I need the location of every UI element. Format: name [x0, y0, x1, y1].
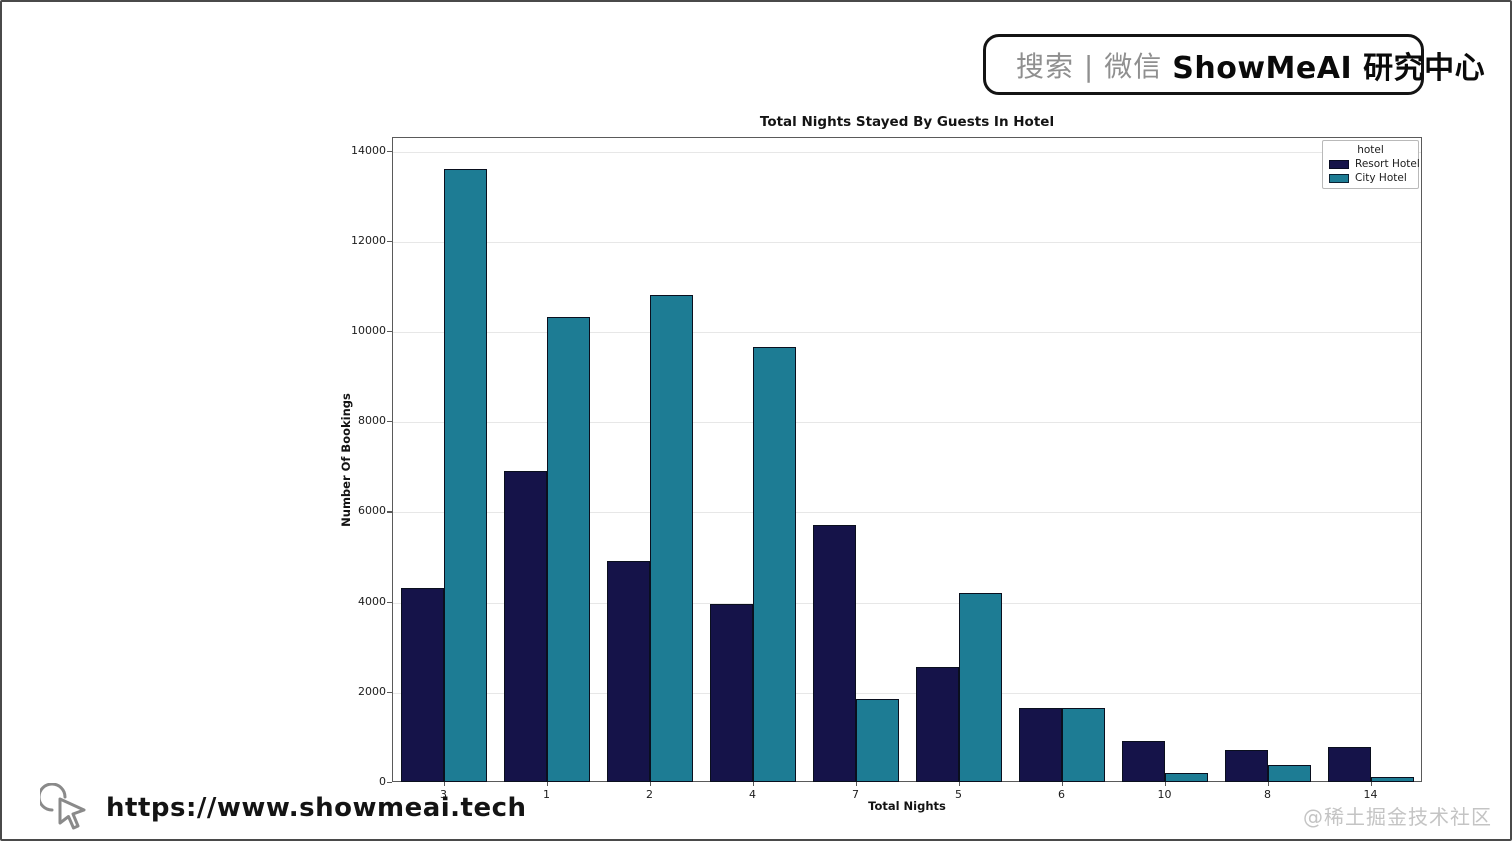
- gridline: [393, 151, 1421, 153]
- bar-city-hotel: [855, 698, 899, 782]
- bar-city-hotel: [649, 294, 693, 782]
- x-tick-label: 1: [543, 788, 550, 801]
- x-tick-mark: [443, 782, 445, 786]
- bar-city-hotel: [1164, 772, 1208, 782]
- y-tick-mark: [387, 240, 392, 242]
- y-tick-label: 8000: [358, 414, 386, 428]
- gridline: [393, 692, 1421, 694]
- search-prefix-text: 搜索 | 微信: [1016, 49, 1163, 83]
- legend-item: City Hotel: [1329, 172, 1412, 184]
- y-tick-mark: [387, 601, 392, 603]
- y-tick-label: 10000: [351, 323, 386, 337]
- bar-city-hotel: [752, 346, 796, 782]
- bar-city-hotel: [546, 317, 590, 782]
- x-tick-label: 10: [1157, 788, 1172, 801]
- gridline: [393, 512, 1421, 514]
- gridline: [393, 241, 1421, 243]
- y-tick-mark: [387, 150, 392, 152]
- bar-city-hotel: [1061, 707, 1105, 782]
- x-tick-label: 3: [440, 788, 447, 801]
- gridline: [393, 331, 1421, 333]
- watermark-text: @稀土掘金技术社区: [1303, 805, 1492, 829]
- bar-city-hotel: [1370, 777, 1414, 782]
- x-tick-mark: [855, 782, 857, 786]
- bar-resort-hotel: [1018, 708, 1062, 782]
- y-tick-label: 6000: [358, 504, 386, 518]
- bar-resort-hotel: [709, 603, 753, 782]
- bar-resort-hotel: [812, 524, 856, 782]
- bar-city-hotel: [443, 168, 487, 782]
- y-tick-label: 4000: [358, 594, 386, 608]
- site-url[interactable]: https://www.showmeai.tech: [40, 783, 527, 833]
- x-tick-mark: [1267, 782, 1269, 786]
- x-tick-label: 4: [749, 788, 756, 801]
- y-tick-label: 0: [379, 775, 386, 788]
- x-tick-mark: [546, 782, 548, 786]
- legend-item: Resort Hotel: [1329, 158, 1420, 170]
- legend-label: Resort Hotel: [1355, 158, 1420, 170]
- y-tick-label: 2000: [358, 684, 386, 698]
- x-axis-label: Total Nights: [868, 799, 946, 813]
- x-tick-label: 2: [646, 788, 653, 801]
- x-tick-mark: [958, 782, 960, 786]
- bar-resort-hotel: [606, 560, 650, 782]
- y-tick-mark: [387, 330, 392, 333]
- y-tick-mark: [387, 782, 392, 784]
- bar-resort-hotel: [915, 666, 959, 782]
- x-tick-label: 7: [852, 788, 859, 801]
- y-tick-mark: [387, 421, 392, 423]
- x-tick-label: 8: [1264, 788, 1271, 801]
- legend-swatch: [1329, 173, 1349, 183]
- x-tick-label: 6: [1058, 788, 1065, 801]
- legend-label: City Hotel: [1355, 172, 1407, 184]
- bar-resort-hotel: [400, 588, 444, 782]
- bar-resort-hotel: [1327, 746, 1371, 782]
- gridline: [393, 602, 1421, 604]
- bar-resort-hotel: [503, 470, 547, 782]
- y-tick-mark: [387, 511, 392, 513]
- x-tick-mark: [1370, 782, 1372, 786]
- wechat-search-banner[interactable]: 搜索 | 微信 ShowMeAI 研究中心: [983, 34, 1485, 95]
- x-tick-mark: [649, 782, 651, 786]
- x-tick-mark: [1164, 782, 1166, 786]
- gridline: [393, 422, 1421, 424]
- chart-title: Total Nights Stayed By Guests In Hotel: [759, 114, 1055, 130]
- x-tick-label: 5: [955, 788, 962, 801]
- y-tick-label: 14000: [351, 143, 386, 157]
- bar-resort-hotel: [1224, 750, 1268, 782]
- legend-title: hotel: [1357, 144, 1384, 156]
- legend: hotel Resort Hotel City Hotel: [1322, 140, 1420, 189]
- y-tick-mark: [387, 691, 392, 693]
- x-tick-mark: [1061, 782, 1063, 786]
- url-text: https://www.showmeai.tech: [106, 793, 527, 823]
- cursor-click-icon: [40, 783, 86, 830]
- bar-resort-hotel: [1121, 741, 1165, 782]
- bar-city-hotel: [958, 592, 1002, 782]
- x-tick-label: 14: [1363, 788, 1378, 801]
- x-tick-mark: [752, 782, 754, 786]
- bar-city-hotel: [1267, 764, 1311, 782]
- y-tick-label: 12000: [351, 233, 386, 247]
- search-brand-text: ShowMeAI 研究中心: [1172, 50, 1486, 86]
- legend-swatch: [1329, 159, 1349, 169]
